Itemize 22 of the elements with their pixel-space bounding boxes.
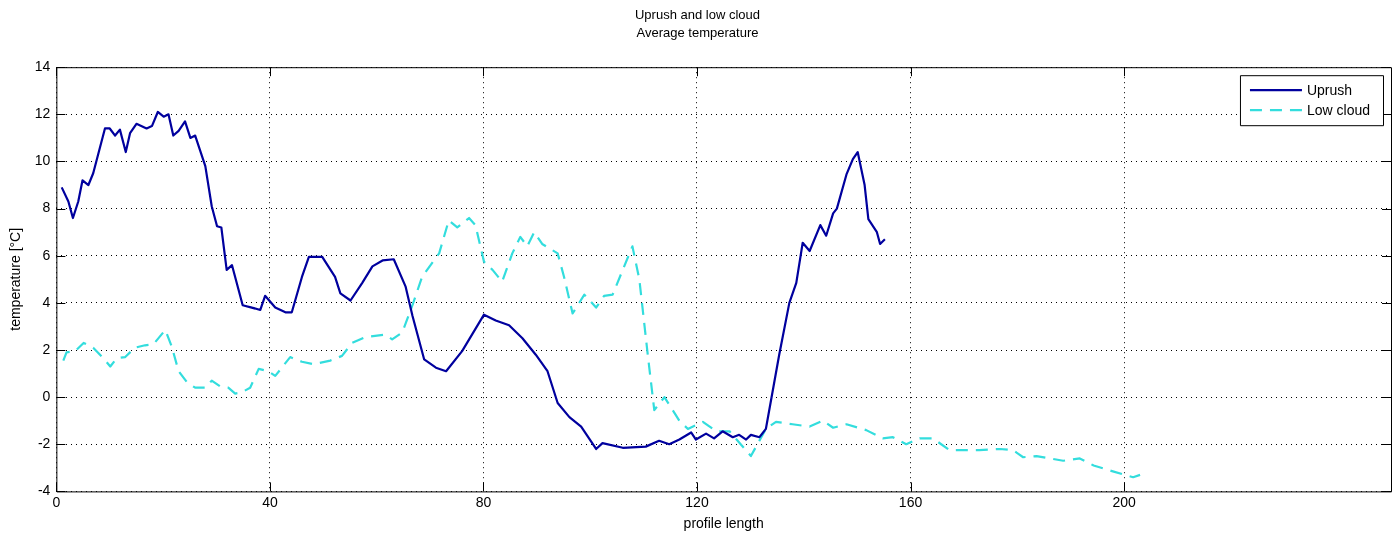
y-tick-label: 6 <box>42 246 51 263</box>
y-tick-label: 10 <box>34 152 51 169</box>
y-tick-label: -2 <box>37 435 51 452</box>
line-series <box>62 216 1142 479</box>
chart-subtitle: Average temperature <box>636 24 759 40</box>
x-axis-title: profile length <box>683 515 764 532</box>
x-tick-label: 120 <box>685 493 709 510</box>
y-tick-label: 12 <box>34 105 51 122</box>
x-tick-label: 80 <box>475 493 492 510</box>
legend-label: Uprush <box>1306 82 1353 99</box>
chart-title: Uprush and low cloud <box>634 7 761 23</box>
x-tick-label: 160 <box>898 493 923 510</box>
y-tick-label: 2 <box>42 340 51 357</box>
x-tick-label: 200 <box>1112 493 1136 510</box>
x-tick-label: 40 <box>262 493 278 510</box>
y-tick-label: 8 <box>42 199 51 216</box>
y-axis-title: temperature [°C] <box>7 227 24 331</box>
y-tick-label: -4 <box>37 482 51 499</box>
y-tick-label: 14 <box>34 58 51 75</box>
y-tick-label: 4 <box>42 293 51 310</box>
legend-label: Low cloud <box>1306 102 1371 119</box>
y-tick-label: 0 <box>42 387 51 404</box>
